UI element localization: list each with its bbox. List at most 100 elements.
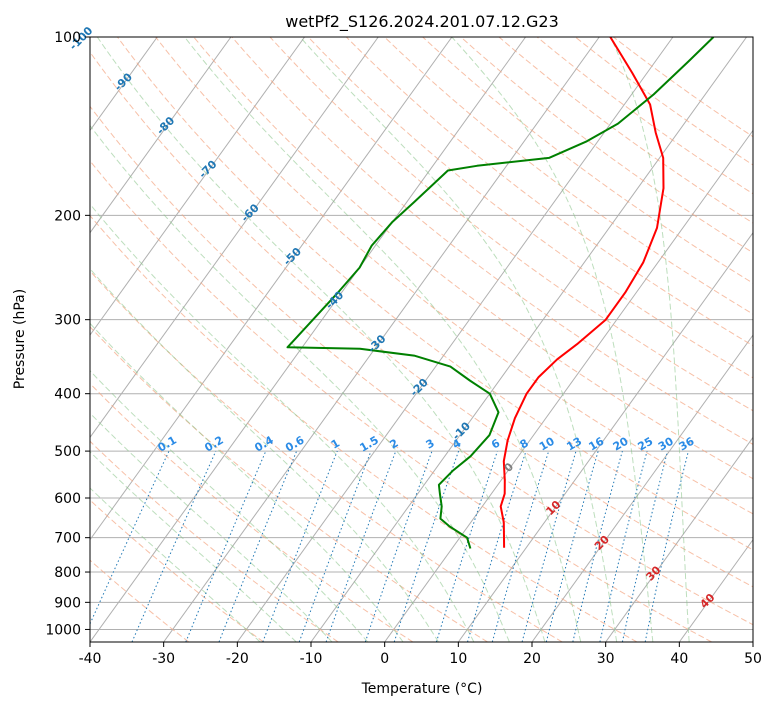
dry-adiabat-line: [422, 37, 753, 284]
dry-adiabat-line: [90, 160, 712, 642]
y-tick-label: 700: [54, 531, 81, 547]
mixing-ratio-line: [262, 450, 338, 642]
mixing-ratio-line: [545, 450, 599, 642]
mixing-ratio-line: [435, 450, 498, 642]
y-tick-label: 600: [54, 491, 81, 507]
isotherm-label: -90: [112, 70, 135, 93]
mixing-ratio-line: [364, 450, 433, 642]
moist-adiabat-line: [90, 124, 510, 642]
x-tick-label: -20: [226, 651, 249, 667]
y-tick-label: 800: [54, 565, 81, 581]
y-tick-label: 200: [54, 208, 81, 224]
mixing-ratio-line: [644, 450, 689, 642]
mixing-ratio-line: [131, 450, 217, 642]
mixing-ratio-label: 6: [489, 436, 502, 451]
dry-adiabat-line: [193, 37, 753, 480]
x-tick-label: 0: [380, 651, 389, 667]
x-axis-label: Temperature (°C): [361, 681, 483, 697]
isotherm-line: [678, 538, 753, 642]
dry-adiabat-line: [384, 37, 753, 315]
moist-adiabat-line: [610, 37, 690, 642]
dry-adiabat-line: [613, 37, 753, 138]
moist-adiabat-line: [90, 487, 261, 642]
moist-adiabat-line: [96, 37, 546, 642]
y-tick-label: 300: [54, 313, 81, 329]
isotherm-line: [457, 231, 753, 642]
x-tick-label: 40: [670, 651, 688, 667]
isotherm-line: [90, 37, 306, 336]
isotherm-line: [90, 37, 527, 642]
isotherm-line: [236, 37, 674, 642]
moist-adiabat-line: [90, 370, 369, 642]
x-tick-label: 50: [744, 651, 762, 667]
isotherm-line: [163, 37, 600, 642]
x-tick-label: 20: [523, 651, 541, 667]
dry-adiabat-line: [90, 51, 753, 588]
moist-adiabat-line: [451, 37, 654, 642]
isotherm-line: [0, 37, 10, 642]
x-tick-label: -10: [300, 651, 323, 667]
mixing-ratio-line: [467, 450, 527, 642]
y-tick-label: 900: [54, 595, 81, 611]
temperature-profile-line: [499, 37, 665, 548]
plot-frame: [89, 36, 754, 643]
isotherm-line: [384, 129, 753, 642]
dry-adiabat-line: [345, 37, 753, 347]
dewpoint-profile-line: [286, 37, 715, 549]
isotherm-line: [531, 334, 753, 642]
dry-adiabat-line: [90, 270, 563, 642]
dry-adiabat-line: [155, 37, 753, 515]
dry-adiabat-line: [90, 499, 264, 642]
dry-adiabat-line: [498, 37, 753, 224]
y-axis-label: Pressure (hPa): [12, 289, 28, 389]
mixing-ratio-label: 2: [387, 437, 400, 452]
isotherm-line: [90, 37, 453, 541]
dry-adiabat-line: [116, 37, 753, 551]
x-tick-label: -40: [79, 651, 102, 667]
moist-adiabat-line: [90, 451, 297, 642]
dry-adiabat-line: [90, 326, 488, 642]
dry-adiabat-line: [269, 37, 753, 412]
mixing-ratio-line: [491, 450, 550, 642]
moist-adiabat-line: [90, 412, 333, 642]
isotherm-line: [752, 641, 753, 642]
x-tick-label: 30: [597, 651, 615, 667]
isotherm-line: [90, 37, 232, 234]
mixing-ratio-line: [90, 450, 170, 626]
y-tick-label: 500: [54, 444, 81, 460]
isotherm-line: [90, 37, 379, 439]
mixing-ratio-line: [325, 450, 397, 642]
isotherm-label: 40: [697, 591, 717, 611]
isotherm-label: -20: [408, 376, 431, 399]
x-tick-label: 10: [449, 651, 467, 667]
isotherm-label: -70: [196, 158, 219, 181]
moist-adiabat-line: [299, 37, 618, 642]
isotherm-label: -50: [281, 245, 304, 268]
background-lines: [0, 37, 753, 642]
y-tick-label: 400: [54, 387, 81, 403]
axis-ticks: -40 -30 -20 -10 0 10 20 30 40 50 100 200 300 400 500 60…: [45, 30, 762, 667]
moist-adiabat-line: [90, 322, 404, 642]
sounding-profiles: [286, 37, 715, 549]
mixing-ratio-line: [621, 450, 669, 642]
mixing-ratio-label: 3: [424, 437, 437, 452]
moist-adiabat-line: [90, 203, 475, 642]
mixing-ratio-line: [393, 450, 460, 642]
isotherm-label: -60: [239, 201, 262, 224]
mixing-ratio-label: 8: [518, 437, 531, 452]
chart-title: wetPf2_S126.2024.201.07.12.G23: [285, 12, 559, 32]
x-tick-label: -30: [152, 651, 175, 667]
dry-adiabat-line: [460, 37, 753, 254]
isotherm-label: -40: [323, 288, 346, 311]
dry-adiabat-line: [90, 105, 753, 626]
y-tick-label: 1000: [45, 622, 81, 638]
y-tick-label: 100: [54, 30, 81, 46]
mixing-ratio-line: [599, 450, 648, 642]
moist-adiabat-line: [90, 268, 439, 642]
mixing-ratio-line: [572, 450, 623, 642]
line-labels: 0.1 0.2 0.4 0.6 1 1.5 2 3 4 6 8 10 13 16 20 25 30 36-100-…: [67, 24, 718, 611]
dry-adiabat-line: [90, 214, 638, 642]
mixing-ratio-line: [185, 450, 267, 642]
isotherm-line: [605, 436, 753, 642]
